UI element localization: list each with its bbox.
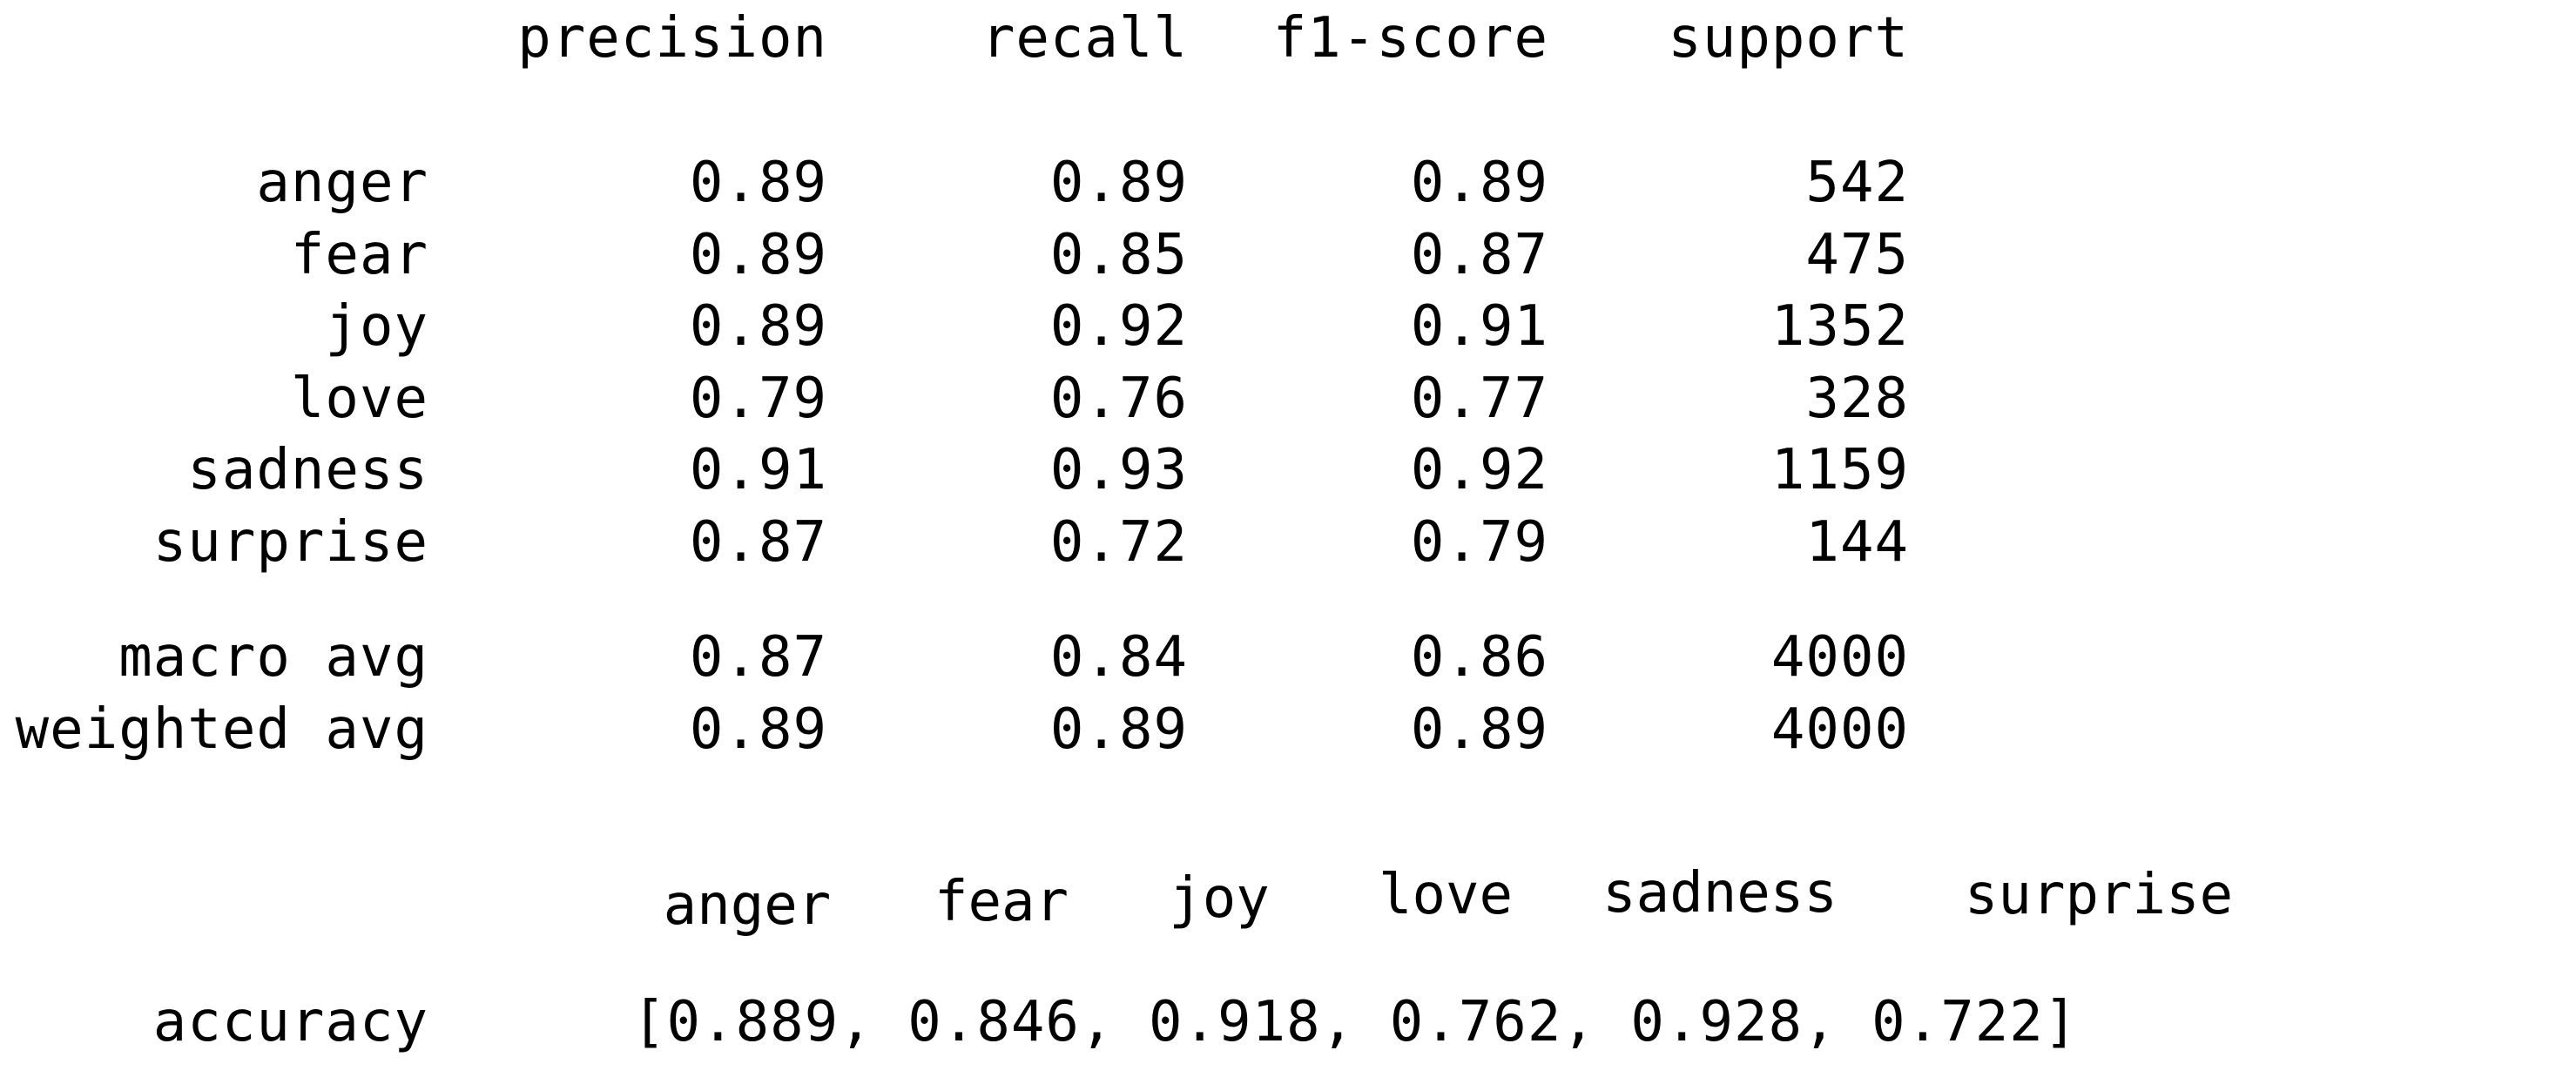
precision-value: 0.89 xyxy=(689,697,827,762)
precision-value: 0.89 xyxy=(689,223,827,287)
row-label: love xyxy=(290,367,428,431)
recall-value: 0.89 xyxy=(1049,151,1188,215)
precision-value: 0.89 xyxy=(689,294,827,359)
f1-score-value: 0.91 xyxy=(1410,294,1548,359)
row-label: sadness xyxy=(187,438,428,502)
recall-value: 0.72 xyxy=(1049,510,1188,575)
recall-value: 0.84 xyxy=(1049,625,1188,690)
f1-score-value: 0.87 xyxy=(1410,223,1548,287)
accuracy-label: accuracy xyxy=(152,990,428,1054)
row-label: fear xyxy=(290,223,428,287)
f1-score-value: 0.92 xyxy=(1410,438,1548,502)
row-label: macro avg xyxy=(118,625,428,690)
precision-value: 0.91 xyxy=(689,438,827,502)
support-value: 1159 xyxy=(1770,438,1909,502)
precision-value: 0.89 xyxy=(689,151,827,215)
precision-value: 0.87 xyxy=(689,625,827,690)
f1-score-value: 0.86 xyxy=(1410,625,1548,690)
accuracy-values: [0.889, 0.846, 0.918, 0.762, 0.928, 0.72… xyxy=(632,990,2079,1054)
column-header-f1-score: f1-score xyxy=(1272,6,1548,71)
column-header-precision: precision xyxy=(517,6,827,71)
support-value: 542 xyxy=(1805,151,1909,215)
recall-value: 0.89 xyxy=(1049,697,1188,762)
row-label: weighted avg xyxy=(15,697,428,762)
recall-value: 0.85 xyxy=(1049,223,1188,287)
column-header-support: support xyxy=(1668,6,1909,71)
f1-score-value: 0.77 xyxy=(1410,367,1548,431)
support-value: 4000 xyxy=(1770,697,1909,762)
row-label: surprise xyxy=(152,510,428,575)
precision-value: 0.87 xyxy=(689,510,827,575)
support-value: 1352 xyxy=(1770,294,1909,359)
precision-value: 0.79 xyxy=(689,367,827,431)
accuracy-class-header: love xyxy=(1378,863,1514,927)
recall-value: 0.93 xyxy=(1049,438,1188,502)
column-header-recall: recall xyxy=(981,6,1188,71)
f1-score-value: 0.89 xyxy=(1410,151,1548,215)
support-value: 4000 xyxy=(1770,625,1909,690)
support-value: 475 xyxy=(1805,223,1909,287)
support-value: 328 xyxy=(1805,367,1909,431)
recall-value: 0.92 xyxy=(1049,294,1188,359)
accuracy-class-header: joy xyxy=(1169,866,1270,931)
f1-score-value: 0.79 xyxy=(1410,510,1548,575)
row-label: anger xyxy=(256,151,428,215)
row-label: joy xyxy=(325,294,428,359)
recall-value: 0.76 xyxy=(1049,367,1188,431)
accuracy-class-header: surprise xyxy=(1964,863,2234,927)
f1-score-value: 0.89 xyxy=(1410,697,1548,762)
accuracy-class-header: sadness xyxy=(1602,861,1838,926)
support-value: 144 xyxy=(1805,510,1909,575)
accuracy-class-header: fear xyxy=(934,870,1069,934)
accuracy-class-header: anger xyxy=(663,873,832,938)
